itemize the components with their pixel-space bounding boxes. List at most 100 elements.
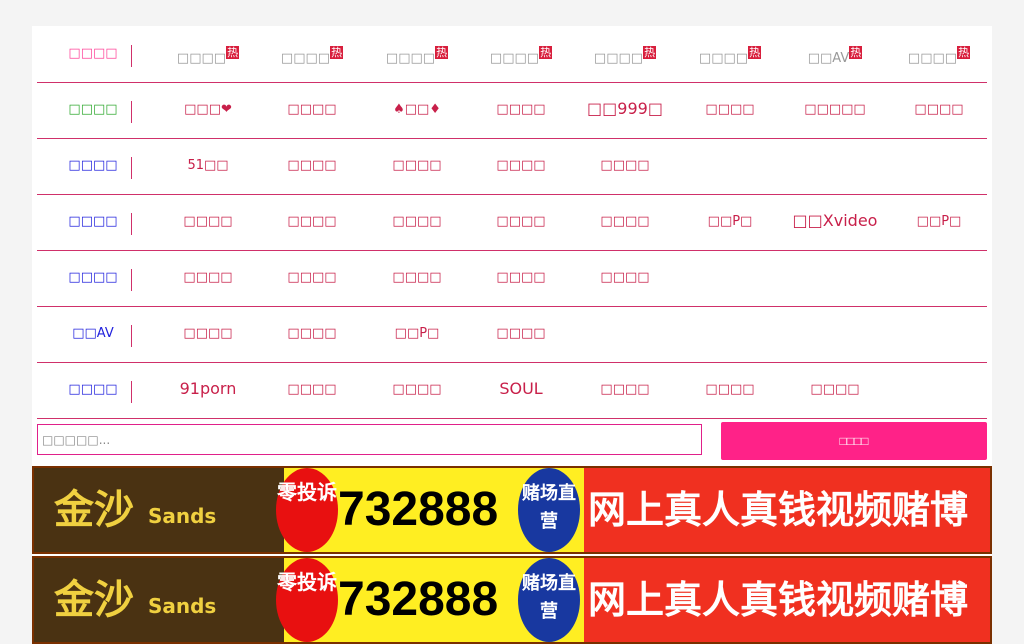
- nav-link[interactable]: □□□□热: [156, 46, 260, 66]
- divider: [131, 213, 132, 235]
- nav-link[interactable]: □□□□: [365, 382, 469, 397]
- nav-link[interactable]: □□□□: [887, 102, 991, 117]
- banner-brand: 金沙 Sands: [34, 558, 284, 642]
- nav-link[interactable]: □□□□: [260, 214, 364, 229]
- nav-link[interactable]: ♠□□♦: [365, 102, 469, 117]
- banner-badge-direct: 赌场直营: [518, 558, 580, 642]
- nav-link-label: □□□□: [392, 270, 442, 285]
- nav-link[interactable]: □□□□: [573, 382, 677, 397]
- row-label[interactable]: □□□□: [68, 214, 118, 229]
- nav-link[interactable]: □□999□: [573, 99, 677, 118]
- banner-slogan: 网上真人真钱视频赌博: [584, 468, 990, 552]
- nav-link[interactable]: SOUL: [469, 379, 573, 398]
- hot-badge: 热: [330, 46, 344, 59]
- row-label[interactable]: □□□□: [68, 102, 118, 117]
- nav-link[interactable]: □□□□: [260, 102, 364, 117]
- nav-link[interactable]: □□P□: [887, 214, 991, 229]
- nav-link[interactable]: □□□□热: [678, 46, 782, 66]
- nav-link-label: □□□□: [176, 51, 227, 66]
- hot-badge: 热: [748, 46, 762, 59]
- row-label[interactable]: □□AV: [72, 326, 114, 341]
- nav-link-label: □□□□: [698, 51, 749, 66]
- nav-link[interactable]: □□□□: [469, 158, 573, 173]
- nav-link[interactable]: □□□□: [469, 270, 573, 285]
- nav-link[interactable]: □□□□: [678, 382, 782, 397]
- nav-link-label: □□□□: [489, 51, 540, 66]
- divider: [131, 381, 132, 403]
- nav-row: □□□□ □□□□ □□□□ □□□□ □□□□ □□□□: [37, 250, 987, 307]
- banner-slogan: 网上真人真钱视频赌博: [584, 558, 990, 642]
- nav-link-label: □□AV: [807, 51, 850, 66]
- nav-row: □□□□ □□□❤ □□□□ ♠□□♦ □□□□ □□999□ □□□□ □□□□□ □□□□: [37, 82, 987, 139]
- nav-link[interactable]: □□□□: [573, 214, 677, 229]
- nav-link[interactable]: □□□□热: [573, 46, 677, 66]
- nav-link[interactable]: □□□□: [469, 326, 573, 341]
- nav-link[interactable]: □□□□: [260, 158, 364, 173]
- nav-link[interactable]: □□□❤: [156, 102, 260, 117]
- nav-link-label: □□□□: [496, 102, 546, 117]
- nav-link[interactable]: □□□□热: [887, 46, 991, 66]
- nav-link[interactable]: □□□□: [260, 270, 364, 285]
- nav-link-label: □□□□: [600, 270, 650, 285]
- nav-link-label: ♠□□♦: [393, 102, 441, 117]
- nav-link[interactable]: □□□□: [156, 270, 260, 285]
- nav-row: □□□□ 51□□ □□□□ □□□□ □□□□ □□□□: [37, 138, 987, 195]
- nav-link[interactable]: □□□□: [573, 158, 677, 173]
- row-label[interactable]: □□□□: [68, 382, 118, 397]
- row-label[interactable]: □□□□: [68, 158, 118, 173]
- row-label[interactable]: □□□□: [68, 270, 118, 285]
- hot-badge: 热: [226, 46, 240, 59]
- nav-link[interactable]: □□□□热: [365, 46, 469, 66]
- hot-badge: 热: [849, 46, 863, 59]
- nav-link[interactable]: □□Xvideo: [783, 211, 887, 230]
- nav-link[interactable]: □□□□热: [260, 46, 364, 66]
- nav-link[interactable]: □□□□: [260, 382, 364, 397]
- nav-link[interactable]: 91porn: [156, 379, 260, 398]
- divider: [131, 325, 132, 347]
- divider: [131, 101, 132, 123]
- nav-link[interactable]: □□□□: [573, 270, 677, 285]
- nav-link-label: □□P□: [707, 214, 753, 229]
- nav-link[interactable]: □□□□: [365, 158, 469, 173]
- nav-link[interactable]: □□□□: [156, 326, 260, 341]
- ad-banner[interactable]: 金沙 Sands 零投诉 732888 赌场直营 网上真人真钱视频赌博: [32, 466, 992, 554]
- nav-link-label: □□□□: [287, 102, 337, 117]
- nav-link-label: □□□□□: [804, 102, 866, 117]
- nav-link[interactable]: □□P□: [678, 214, 782, 229]
- nav-link-label: □□□□: [287, 158, 337, 173]
- nav-link[interactable]: 51□□: [156, 158, 260, 173]
- hot-badge: 热: [643, 46, 657, 59]
- nav-link-label: □□999□: [587, 99, 663, 118]
- row-label[interactable]: □□□□: [68, 46, 118, 61]
- banner-badge-direct: 赌场直营: [518, 468, 580, 552]
- nav-link-label: □□Xvideo: [792, 211, 878, 230]
- ad-banner-2[interactable]: 金沙 Sands 零投诉 732888 赌场直营 网上真人真钱视频赌博: [32, 556, 992, 644]
- nav-link-label: □□□□: [496, 158, 546, 173]
- nav-link[interactable]: □□□□: [365, 214, 469, 229]
- nav-link-label: □□□□: [392, 158, 442, 173]
- nav-row: □□□□ 91porn □□□□ □□□□ SOUL □□□□ □□□□ □□□□: [37, 362, 987, 419]
- page-container: □□□□ □□□□热 □□□□热 □□□□热 □□□□热 □□□□热 □□□□热 □□AV热 □…: [32, 26, 992, 644]
- nav-link-label: □□□□: [280, 51, 331, 66]
- nav-link-label: □□□□: [385, 51, 436, 66]
- nav-link[interactable]: □□P□: [365, 326, 469, 341]
- nav-link[interactable]: □□□□: [783, 382, 887, 397]
- nav-link[interactable]: □□□□: [365, 270, 469, 285]
- nav-link[interactable]: □□□□热: [469, 46, 573, 66]
- nav-link[interactable]: □□□□: [260, 326, 364, 341]
- search-input[interactable]: □□□□□...: [37, 424, 702, 455]
- nav-link[interactable]: □□□□: [156, 214, 260, 229]
- search-button[interactable]: □□□□: [721, 422, 987, 460]
- nav-link[interactable]: □□□□: [678, 102, 782, 117]
- nav-link-label: □□□□: [600, 214, 650, 229]
- nav-link-label: □□P□: [394, 326, 440, 341]
- nav-link[interactable]: □□AV热: [783, 46, 887, 66]
- nav-link[interactable]: □□□□□: [783, 102, 887, 117]
- hot-badge: 热: [539, 46, 553, 59]
- nav-link-label: □□□□: [810, 382, 860, 397]
- nav-link[interactable]: □□□□: [469, 214, 573, 229]
- nav-link[interactable]: □□□□: [469, 102, 573, 117]
- hot-badge: 热: [435, 46, 449, 59]
- nav-link-label: □□□□: [496, 270, 546, 285]
- divider: [131, 45, 132, 67]
